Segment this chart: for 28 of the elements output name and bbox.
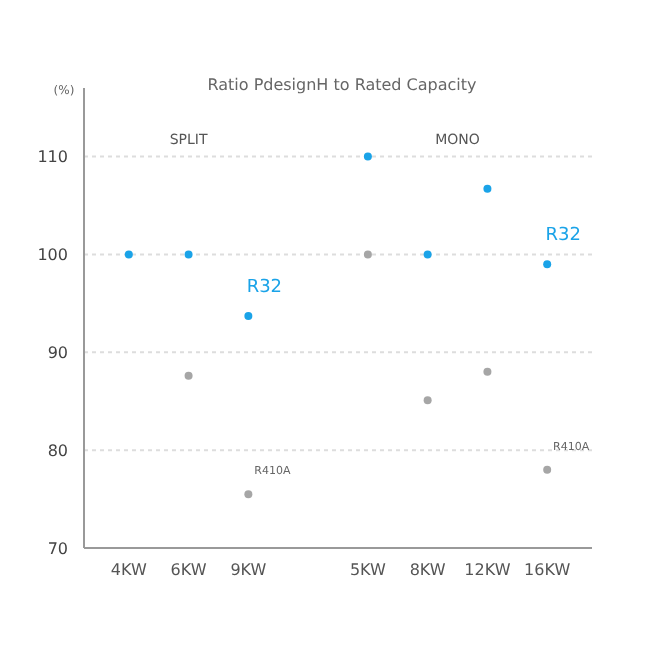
x-tick-label: 4KW bbox=[110, 561, 147, 580]
point bbox=[423, 396, 432, 405]
text: R32 bbox=[246, 278, 283, 299]
point bbox=[363, 250, 372, 259]
y-tick-label: 70 bbox=[47, 539, 68, 558]
point bbox=[184, 250, 193, 259]
point bbox=[363, 152, 372, 161]
point bbox=[244, 312, 253, 321]
chart-title: Ratio PdesignH to Rated Capacity bbox=[207, 76, 478, 94]
point bbox=[543, 465, 552, 474]
series-label: R32 bbox=[545, 226, 581, 247]
point bbox=[184, 371, 193, 380]
y-tick-label: 100 bbox=[37, 246, 68, 265]
y-tick-label: 110 bbox=[37, 148, 68, 167]
y-tick-label: 80 bbox=[47, 441, 68, 460]
x-tick-label: 9KW bbox=[230, 561, 267, 580]
x-tick-label: 8KW bbox=[409, 561, 446, 580]
x-tick-label: 6KW bbox=[170, 561, 207, 580]
x-tick-label: 16KW bbox=[524, 561, 571, 580]
point bbox=[543, 260, 552, 269]
x-tick-label: 5KW bbox=[349, 561, 387, 580]
point bbox=[244, 490, 253, 499]
x-tick-label: 12KW bbox=[464, 561, 511, 580]
point bbox=[423, 250, 432, 259]
point bbox=[483, 367, 492, 376]
point bbox=[483, 184, 492, 193]
y-tick-label: 90 bbox=[47, 343, 68, 362]
point bbox=[124, 250, 133, 259]
